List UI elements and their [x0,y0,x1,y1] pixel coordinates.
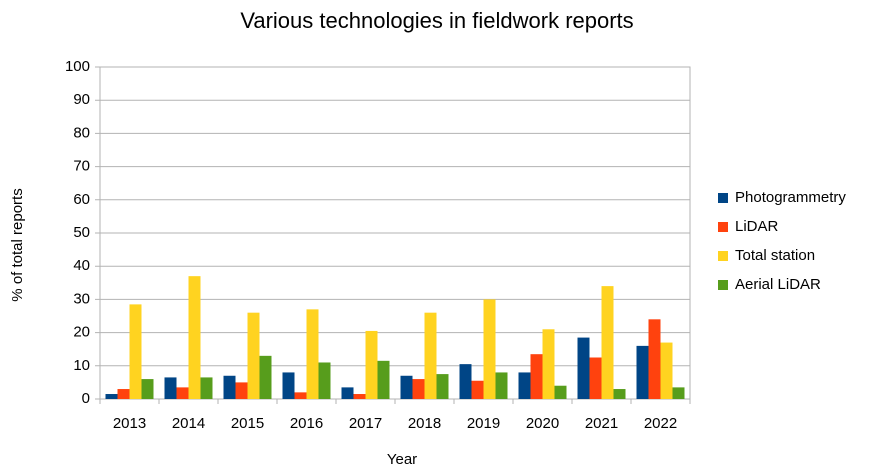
bar [318,362,331,399]
y-tick-label: 90 [73,91,90,108]
legend-swatch [718,251,728,261]
bar [306,309,319,399]
bar [200,377,213,399]
y-tick-label: 30 [73,290,90,307]
bar [117,389,130,399]
x-tick-label: 2020 [526,415,559,432]
x-tick-label: 2022 [644,415,677,432]
y-tick-label: 50 [73,224,90,241]
y-tick-label: 100 [65,58,90,75]
bar [341,387,354,399]
y-axis-label: % of total reports [9,188,26,301]
x-tick-label: 2015 [231,415,264,432]
bar [613,389,626,399]
x-tick-label: 2019 [467,415,500,432]
bar [459,364,472,399]
y-tick-label: 60 [73,191,90,208]
bar [129,304,142,399]
bar [294,392,307,399]
bar [412,379,425,399]
bar [672,387,685,399]
y-tick-label: 80 [73,124,90,141]
legend-label: Aerial LiDAR [735,276,821,293]
bar [424,312,437,399]
bar [141,379,154,399]
y-tick-label: 10 [73,357,90,374]
legend-label: Photogrammetry [735,189,846,206]
bar [235,382,248,399]
legend-swatch [718,280,728,290]
bar [483,299,496,399]
y-tick-label: 40 [73,257,90,274]
bar [436,374,449,399]
bar [518,372,531,399]
chart-title: Various technologies in fieldwork report… [240,8,633,33]
bar [353,394,366,399]
bar [542,329,555,399]
legend-swatch [718,193,728,203]
bar [530,354,543,399]
bar [601,286,614,399]
bar [188,276,201,399]
bar [577,337,590,399]
x-tick-label: 2018 [408,415,441,432]
y-tick-label: 0 [82,390,90,407]
bar [471,380,484,399]
bar [164,377,177,399]
bar [282,372,295,399]
legend-label: Total station [735,247,815,264]
x-tick-label: 2013 [113,415,146,432]
bar [223,375,236,399]
bar [377,360,390,399]
y-tick-label: 70 [73,158,90,175]
bar [495,372,508,399]
x-tick-label: 2014 [172,415,205,432]
bar [247,312,260,399]
bar [365,330,378,399]
x-tick-label: 2021 [585,415,618,432]
x-tick-label: 2016 [290,415,323,432]
bar [554,385,567,399]
bar [400,375,413,399]
x-tick-label: 2017 [349,415,382,432]
y-tick-label: 20 [73,324,90,341]
bar [648,319,661,399]
bar [259,355,272,399]
bar [176,387,189,399]
bar [105,394,118,399]
legend-label: LiDAR [735,218,779,235]
bar [660,342,673,399]
bar [589,357,602,399]
x-axis-label: Year [387,451,417,468]
bar [636,345,649,399]
legend-swatch [718,222,728,232]
